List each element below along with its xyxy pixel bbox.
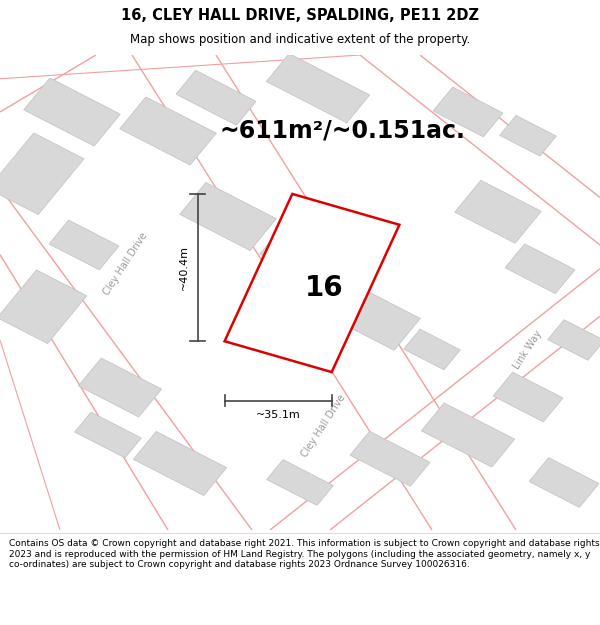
Text: Contains OS data © Crown copyright and database right 2021. This information is : Contains OS data © Crown copyright and d…	[9, 539, 599, 569]
Polygon shape	[24, 78, 120, 146]
Polygon shape	[505, 244, 575, 294]
Polygon shape	[266, 54, 370, 123]
Polygon shape	[49, 220, 119, 270]
Polygon shape	[74, 412, 142, 458]
Polygon shape	[350, 431, 430, 486]
Text: Map shows position and indicative extent of the property.: Map shows position and indicative extent…	[130, 33, 470, 46]
Polygon shape	[324, 282, 420, 350]
Polygon shape	[493, 372, 563, 422]
Text: 16, CLEY HALL DRIVE, SPALDING, PE11 2DZ: 16, CLEY HALL DRIVE, SPALDING, PE11 2DZ	[121, 8, 479, 23]
Text: ~35.1m: ~35.1m	[256, 410, 301, 420]
Polygon shape	[176, 70, 256, 125]
Polygon shape	[120, 97, 216, 165]
Polygon shape	[500, 116, 556, 156]
Polygon shape	[548, 320, 600, 360]
Polygon shape	[433, 87, 503, 137]
Polygon shape	[79, 358, 161, 417]
Text: Cley Hall Drive: Cley Hall Drive	[102, 231, 150, 297]
Polygon shape	[266, 459, 334, 506]
Polygon shape	[0, 133, 84, 214]
Polygon shape	[133, 431, 227, 496]
Text: Cley Hall Drive: Cley Hall Drive	[300, 392, 348, 459]
Polygon shape	[404, 329, 460, 370]
Polygon shape	[0, 270, 87, 344]
Text: 16: 16	[305, 274, 343, 302]
Polygon shape	[455, 180, 541, 243]
Polygon shape	[260, 234, 316, 275]
Polygon shape	[421, 403, 515, 467]
Text: ~40.4m: ~40.4m	[179, 245, 188, 290]
Polygon shape	[180, 182, 276, 251]
Polygon shape	[529, 458, 599, 508]
Polygon shape	[224, 194, 400, 372]
Text: Link Way: Link Way	[512, 328, 544, 371]
Text: ~611m²/~0.151ac.: ~611m²/~0.151ac.	[219, 119, 465, 143]
